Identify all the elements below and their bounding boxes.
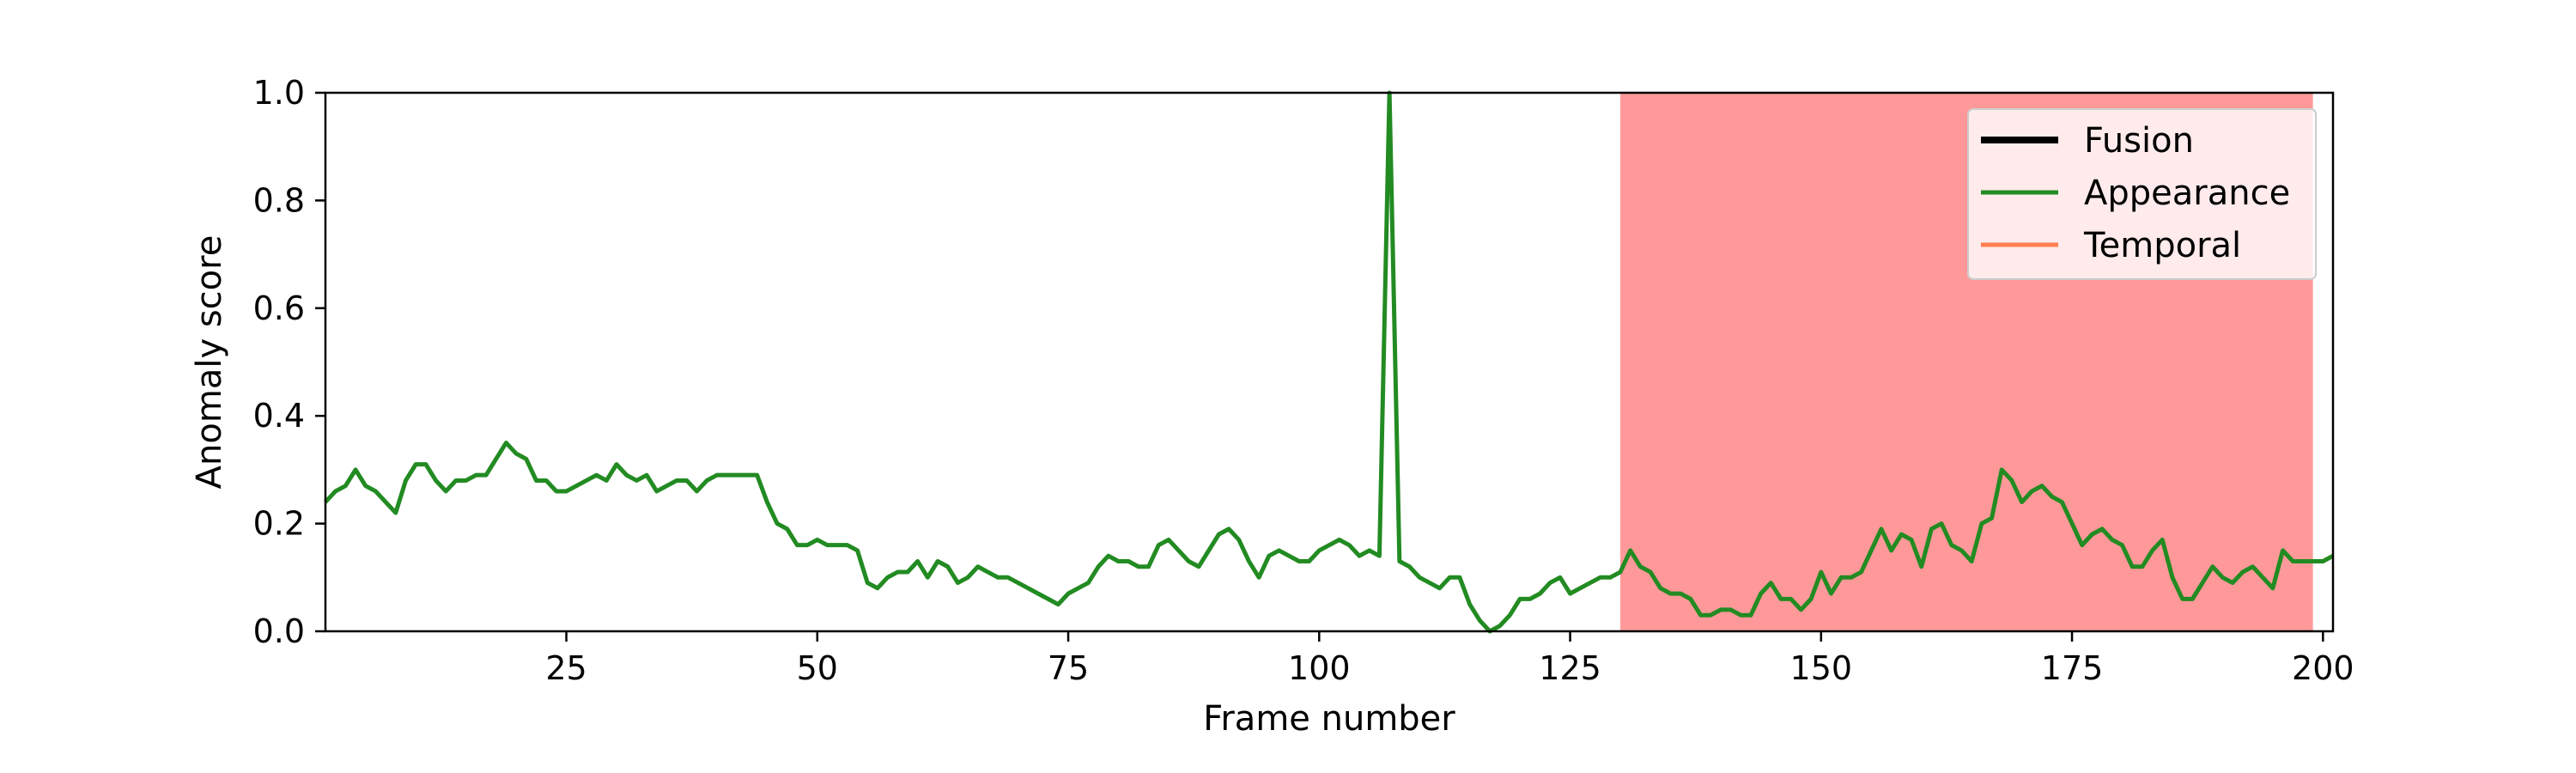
legend: Fusion Appearance Temporal <box>1967 108 2317 280</box>
x-axis-label: Frame number <box>1203 699 1455 739</box>
x-tick-label: 150 <box>1790 649 1853 687</box>
y-tick-label: 1.0 <box>253 74 305 112</box>
y-tick-label: 0.4 <box>253 397 305 435</box>
x-tick-label: 200 <box>2292 649 2354 687</box>
legend-label-temporal: Temporal <box>2083 226 2241 265</box>
x-tick-label: 125 <box>1539 649 1601 687</box>
x-tick-label: 75 <box>1048 649 1089 687</box>
y-axis-label: Anomaly score <box>190 235 229 490</box>
y-tick-label: 0.2 <box>253 505 305 543</box>
legend-item-fusion: Fusion <box>1981 121 2194 161</box>
y-tick-label: 0.8 <box>253 181 305 219</box>
x-tick-label: 175 <box>2041 649 2104 687</box>
x-tick-label: 50 <box>797 649 838 687</box>
x-tick-label: 100 <box>1288 649 1351 687</box>
series-layer <box>324 90 2335 634</box>
legend-box <box>1967 108 2317 280</box>
legend-label-appearance: Appearance <box>2084 173 2290 213</box>
x-axis: 25 50 75 100 125 150 175 200 <box>545 631 2354 687</box>
legend-item-appearance: Appearance <box>1981 173 2290 213</box>
series-line-appearance <box>324 90 2335 634</box>
y-tick-label: 0.6 <box>253 289 305 327</box>
plot-area-frame <box>324 91 2335 633</box>
legend-label-fusion: Fusion <box>2084 121 2194 161</box>
y-axis: 0.0 0.2 0.4 0.6 0.8 1.0 <box>253 74 325 650</box>
legend-item-temporal: Temporal <box>1981 226 2241 265</box>
x-tick-label: 25 <box>545 649 586 687</box>
y-tick-label: 0.0 <box>253 612 305 650</box>
